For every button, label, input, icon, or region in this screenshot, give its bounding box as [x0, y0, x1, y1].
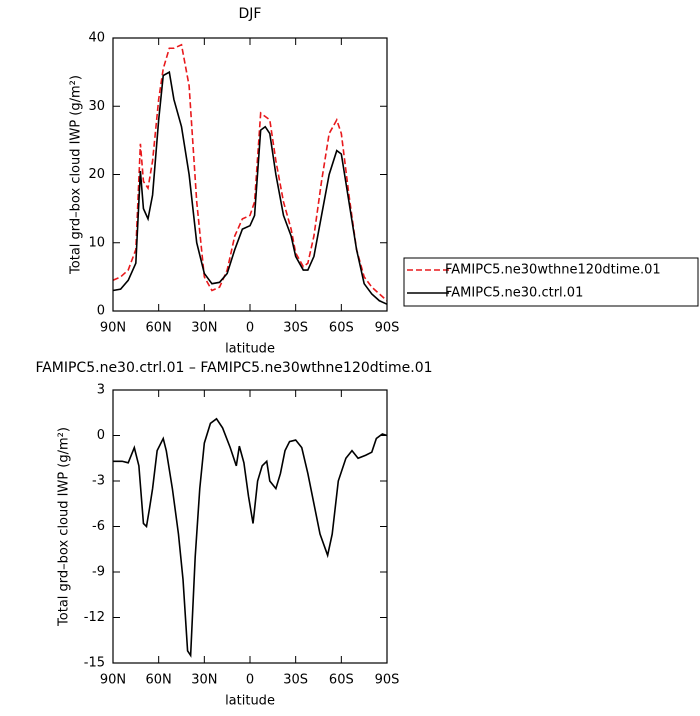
x-tick-label: 0 [246, 673, 254, 688]
data-line [113, 417, 388, 658]
legend-label: FAMIPC5.ne30.ctrl.01 [445, 286, 583, 301]
legend-box [403, 257, 699, 307]
data-line [112, 43, 388, 302]
x-tick-label: 30N [191, 673, 217, 688]
x-axis-label: latitude [225, 694, 275, 709]
y-tick-label: -12 [84, 610, 105, 625]
y-tick-label: 30 [88, 99, 105, 114]
y-tick-label: 0 [97, 304, 105, 319]
x-tick-label: 0 [246, 321, 254, 336]
x-axis-label: latitude [225, 342, 275, 357]
y-axis-label: Total grd–box cloud IWP (g/m²) [57, 427, 72, 627]
y-tick-label: -15 [84, 656, 105, 671]
x-tick-label: 90N [100, 673, 126, 688]
x-tick-label: 90N [100, 321, 126, 336]
chart-title: FAMIPC5.ne30.ctrl.01 – FAMIPC5.ne30wthne… [35, 360, 432, 376]
x-tick-label: 60N [146, 321, 172, 336]
y-tick-label: 0 [97, 428, 105, 443]
plot-frame [112, 389, 388, 664]
y-tick-label: -3 [92, 474, 105, 489]
y-axis-label: Total grd–box cloud IWP (g/m²) [69, 75, 84, 275]
x-tick-label: 30S [283, 321, 308, 336]
y-tick-label: -9 [92, 565, 105, 580]
data-line [112, 70, 388, 305]
x-tick-label: 60S [329, 321, 354, 336]
x-tick-label: 30S [283, 673, 308, 688]
x-tick-label: 90S [375, 673, 400, 688]
x-tick-label: 30N [191, 321, 217, 336]
y-tick-label: 20 [88, 167, 105, 182]
y-tick-label: 10 [88, 235, 105, 250]
y-tick-label: 3 [97, 383, 105, 398]
y-tick-label: 40 [88, 31, 105, 46]
legend-label: FAMIPC5.ne30wthne120dtime.01 [445, 263, 661, 278]
plot-frame [112, 37, 388, 312]
y-tick-label: -6 [92, 519, 105, 534]
x-tick-label: 90S [375, 321, 400, 336]
x-tick-label: 60S [329, 673, 354, 688]
x-tick-label: 60N [146, 673, 172, 688]
chart-title: DJF [239, 6, 262, 22]
